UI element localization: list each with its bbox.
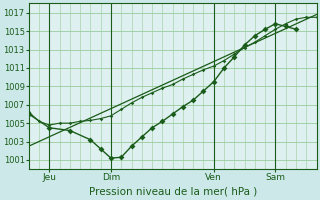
X-axis label: Pression niveau de la mer( hPa ): Pression niveau de la mer( hPa ) (89, 187, 257, 197)
